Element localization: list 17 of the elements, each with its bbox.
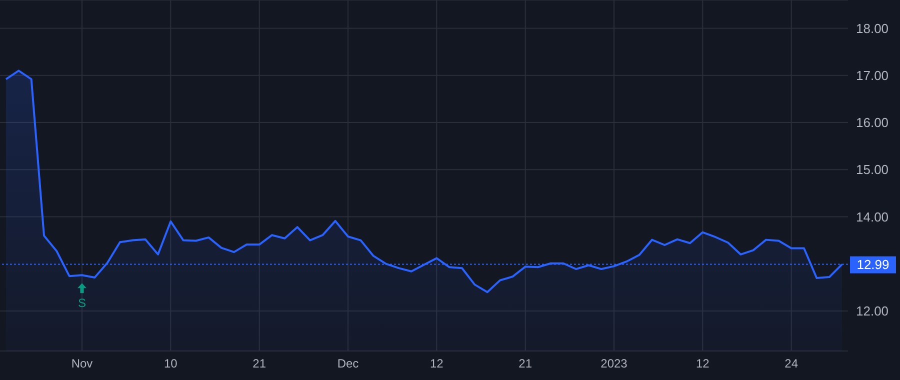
y-tick-label: 17.00 <box>856 68 889 83</box>
ref-line-label: 12.99 <box>856 256 890 272</box>
y-tick-label: 14.00 <box>856 209 889 224</box>
x-tick-label: 21 <box>518 356 532 371</box>
x-tick-label: 2023 <box>600 356 628 371</box>
y-tick-label: 18.00 <box>856 20 889 36</box>
y-tick-label: 15.00 <box>856 162 889 178</box>
x-tick-label: 21 <box>252 356 266 371</box>
y-tick-label: 16.00 <box>856 115 889 130</box>
x-tick-label: 12 <box>430 356 444 371</box>
annotation: S <box>78 296 86 310</box>
x-tick-label: Nov <box>71 356 93 371</box>
x-tick-label: 12 <box>696 356 710 371</box>
y-tick-label: 12.00 <box>856 304 889 319</box>
x-tick-label: 10 <box>164 356 178 371</box>
x-tick-label: 24 <box>784 356 798 371</box>
x-tick-label: Dec <box>337 356 359 371</box>
